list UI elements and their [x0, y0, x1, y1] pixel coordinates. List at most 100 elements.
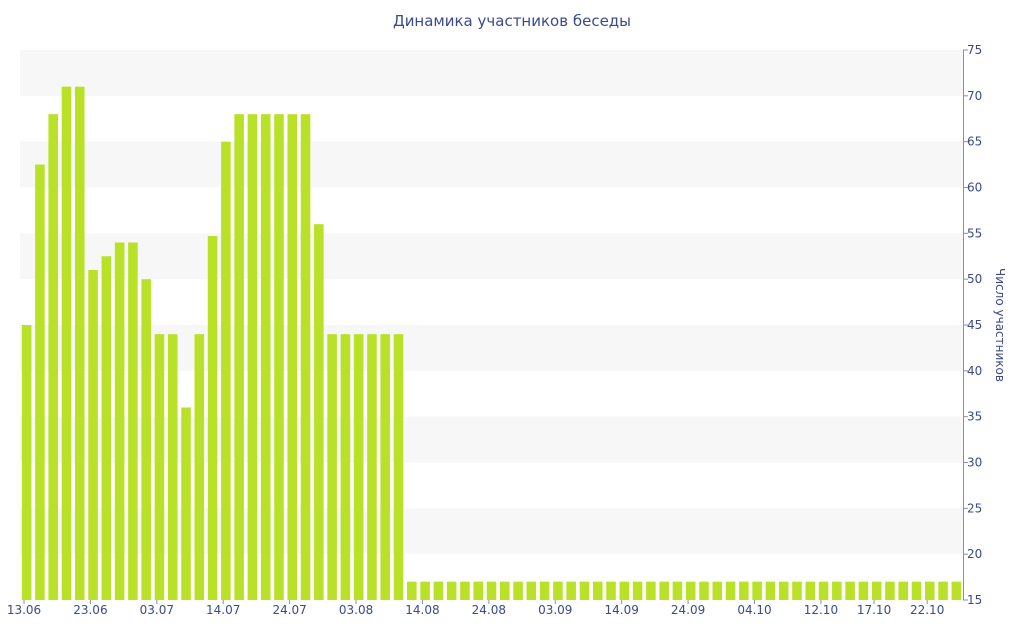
x-tick-label: 03.08	[339, 603, 373, 617]
bar	[685, 581, 696, 600]
bar	[128, 242, 138, 600]
bar	[832, 581, 842, 600]
bar	[446, 581, 457, 600]
x-axis-ticks: 13.06 23.06 03.07 14.07 24.07 03.08 14.08 24.08…	[7, 600, 944, 617]
bar	[672, 581, 683, 600]
y-tick-label: 20	[967, 547, 982, 561]
bar	[35, 164, 45, 600]
bar	[74, 86, 85, 601]
x-tick-label: 14.07	[206, 603, 240, 617]
x-tick-label: 17.10	[857, 603, 891, 617]
bar	[114, 242, 125, 600]
bar	[300, 114, 311, 601]
y-tick-label: 35	[967, 410, 982, 424]
bar	[221, 141, 231, 601]
x-tick-label: 24.07	[272, 603, 306, 617]
bar	[260, 114, 271, 601]
bar	[486, 581, 497, 600]
bar	[380, 334, 391, 600]
bar	[632, 581, 643, 600]
bar	[871, 581, 882, 600]
x-tick-label: 14.09	[604, 603, 638, 617]
bar	[181, 407, 191, 600]
bar	[792, 581, 802, 600]
bar	[327, 334, 337, 600]
bar	[101, 256, 112, 600]
bars-group	[21, 86, 962, 601]
y-tick-label: 55	[967, 226, 982, 240]
bar	[61, 86, 72, 601]
bar	[858, 581, 869, 600]
bar	[194, 334, 205, 600]
bar	[353, 334, 364, 600]
bar	[778, 581, 789, 600]
grid-band	[20, 50, 963, 96]
bar	[88, 270, 98, 600]
bar	[818, 581, 829, 600]
bar	[500, 581, 510, 600]
y-tick-label: 70	[967, 89, 982, 103]
x-tick-label: 03.07	[140, 603, 174, 617]
bar	[566, 581, 576, 600]
bar	[925, 581, 935, 600]
x-tick-label: 22.10	[910, 603, 944, 617]
x-tick-label: 12.10	[804, 603, 838, 617]
bar	[473, 581, 483, 600]
grid-band	[20, 141, 963, 188]
chart-title: Динамика участников беседы	[392, 12, 632, 30]
bar	[752, 581, 762, 600]
bar	[619, 581, 630, 600]
x-tick-label: 23.06	[73, 603, 107, 617]
bar	[911, 581, 922, 600]
x-tick-label: 24.08	[472, 603, 506, 617]
y-tick-label: 15	[967, 593, 982, 607]
bar	[739, 581, 749, 600]
bar	[314, 224, 324, 601]
bar	[393, 334, 404, 600]
y-tick-label: 65	[967, 135, 982, 149]
bar	[207, 236, 218, 600]
bar	[420, 581, 430, 600]
bar	[606, 581, 616, 600]
y-tick-label: 50	[967, 272, 982, 286]
bar	[167, 334, 178, 600]
bar	[48, 114, 58, 601]
bar	[659, 581, 669, 600]
x-tick-label: 13.06	[7, 603, 41, 617]
bar	[553, 581, 563, 600]
bar	[287, 114, 298, 601]
bar	[21, 325, 32, 600]
y-tick-label: 75	[967, 43, 982, 57]
bar	[247, 114, 258, 601]
bar	[526, 581, 537, 600]
bar	[460, 581, 470, 600]
bar	[845, 581, 855, 600]
y-tick-label: 25	[967, 501, 982, 515]
bar	[898, 581, 909, 600]
x-tick-label: 24.09	[671, 603, 705, 617]
bar	[805, 581, 816, 600]
bar	[433, 581, 444, 600]
x-tick-label: 14.08	[405, 603, 439, 617]
x-tick-label: 03.09	[538, 603, 572, 617]
x-tick-label: 04.10	[737, 603, 771, 617]
bar	[885, 581, 895, 600]
bar	[951, 581, 962, 600]
y-tick-label: 45	[967, 318, 982, 332]
bar	[712, 581, 723, 600]
grid-band	[20, 233, 963, 280]
y-tick-label: 30	[967, 456, 982, 470]
bar	[579, 581, 590, 600]
y-axis-title: Число участников	[993, 268, 1007, 382]
bar	[154, 334, 165, 600]
bar	[592, 581, 603, 600]
bar	[765, 581, 776, 600]
bar	[725, 581, 736, 600]
bar	[938, 581, 948, 600]
bar	[234, 114, 244, 601]
bar	[539, 581, 550, 600]
bar	[340, 334, 351, 600]
y-tick-label: 60	[967, 181, 982, 195]
